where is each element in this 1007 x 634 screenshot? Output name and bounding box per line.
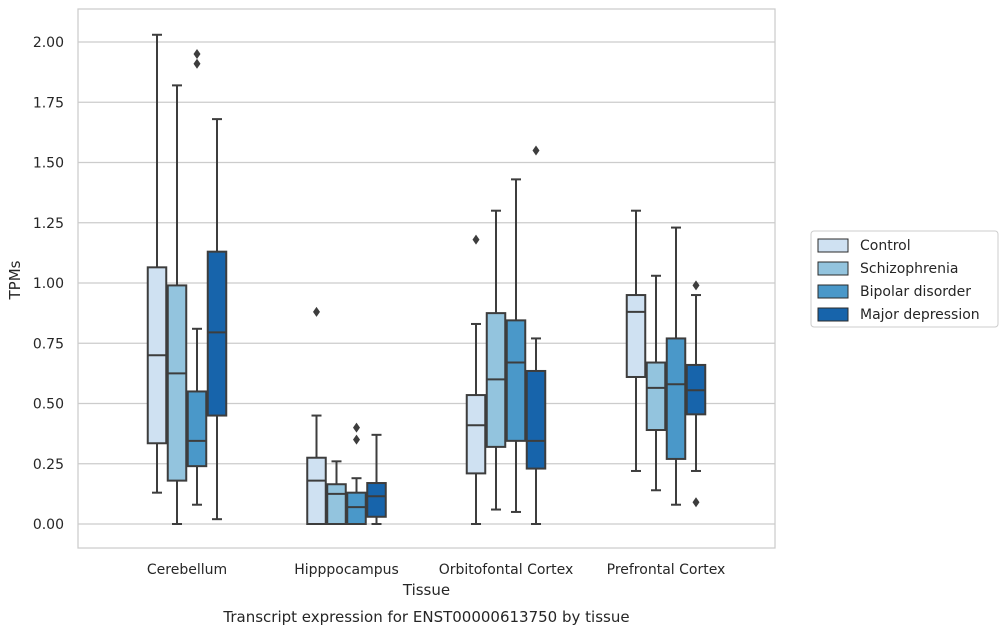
- box-major-depression: [685, 280, 707, 508]
- iqr-box: [645, 361, 667, 432]
- y-tick-label: 1.75: [33, 95, 64, 111]
- legend-label: Bipolar disorder: [860, 284, 971, 300]
- legend-label: Control: [860, 238, 911, 254]
- x-tick-label: Orbitofontal Cortex: [439, 562, 574, 578]
- box-major-depression: [366, 433, 387, 525]
- outlier-point: [193, 49, 201, 60]
- y-tick-label: 1.00: [33, 276, 64, 292]
- y-axis-label: TPMs: [6, 260, 24, 300]
- box-bipolar-disorder: [665, 226, 687, 506]
- box-control: [306, 306, 327, 526]
- outlier-point: [692, 280, 700, 291]
- iqr-box: [525, 369, 547, 470]
- iqr-box: [306, 456, 327, 526]
- outlier-point: [472, 234, 480, 245]
- y-tick-label: 0.00: [33, 517, 64, 533]
- iqr-box: [505, 319, 527, 442]
- legend-swatch: [817, 284, 849, 299]
- outlier-point: [193, 58, 201, 69]
- legend: Control Schizophrenia Bipolar disorder Majo…: [810, 230, 999, 328]
- x-tick-label: Hipppocampus: [294, 562, 399, 578]
- box-schizophrenia: [485, 209, 507, 511]
- box-schizophrenia: [166, 84, 188, 525]
- box-control: [625, 209, 647, 472]
- legend-items: Control Schizophrenia Bipolar disorder Majo…: [817, 238, 980, 323]
- legend-label: Major depression: [860, 307, 980, 323]
- y-tick-label: 1.25: [33, 216, 64, 232]
- outlier-point: [692, 497, 700, 508]
- y-tick-label: 0.75: [33, 336, 64, 352]
- legend-swatch: [817, 307, 849, 322]
- y-tick-label: 1.50: [33, 156, 64, 172]
- y-tick-label: 0.50: [33, 397, 64, 413]
- outlier-point: [353, 422, 360, 433]
- box-bipolar-disorder: [505, 178, 527, 513]
- iqr-box: [206, 250, 228, 417]
- x-tick-label: Cerebellum: [147, 562, 227, 578]
- iqr-box: [665, 337, 687, 460]
- outlier-point: [313, 306, 320, 317]
- iqr-box: [186, 390, 208, 468]
- outlier-point: [353, 434, 360, 445]
- box-control: [465, 234, 487, 525]
- x-axis-ticks: Cerebellum Hipppocampus Orbitofontal Corte…: [147, 562, 725, 578]
- x-tick-label: Prefrontal Cortex: [607, 562, 726, 578]
- box-control: [146, 33, 168, 494]
- x-axis-label: Tissue: [402, 581, 450, 599]
- legend-swatch: [817, 261, 849, 276]
- legend-frame: [810, 230, 999, 328]
- y-tick-label: 2.00: [33, 35, 64, 51]
- box-major-depression: [206, 118, 228, 521]
- y-tick-label: 0.25: [33, 457, 64, 473]
- iqr-box: [346, 491, 367, 526]
- iqr-box: [326, 483, 347, 525]
- legend-swatch: [817, 238, 849, 253]
- box-schizophrenia: [645, 274, 667, 492]
- iqr-box: [166, 284, 188, 482]
- iqr-box: [366, 482, 387, 518]
- chart-title: Transcript expression for ENST0000061375…: [222, 608, 629, 626]
- plot-area-frame: [77, 8, 776, 549]
- iqr-box: [625, 294, 647, 378]
- box-major-depression: [525, 145, 547, 525]
- legend-label: Schizophrenia: [860, 261, 958, 277]
- box-schizophrenia: [326, 460, 347, 525]
- box-bipolar-disorder: [346, 422, 367, 526]
- boxes: [146, 33, 707, 526]
- outlier-point: [532, 145, 540, 156]
- iqr-box: [465, 394, 487, 475]
- y-axis-ticks: 0.00 0.25 0.50 0.75 1.00 1.25 1.50 1.75 2.00: [33, 35, 64, 533]
- box-bipolar-disorder: [186, 49, 208, 506]
